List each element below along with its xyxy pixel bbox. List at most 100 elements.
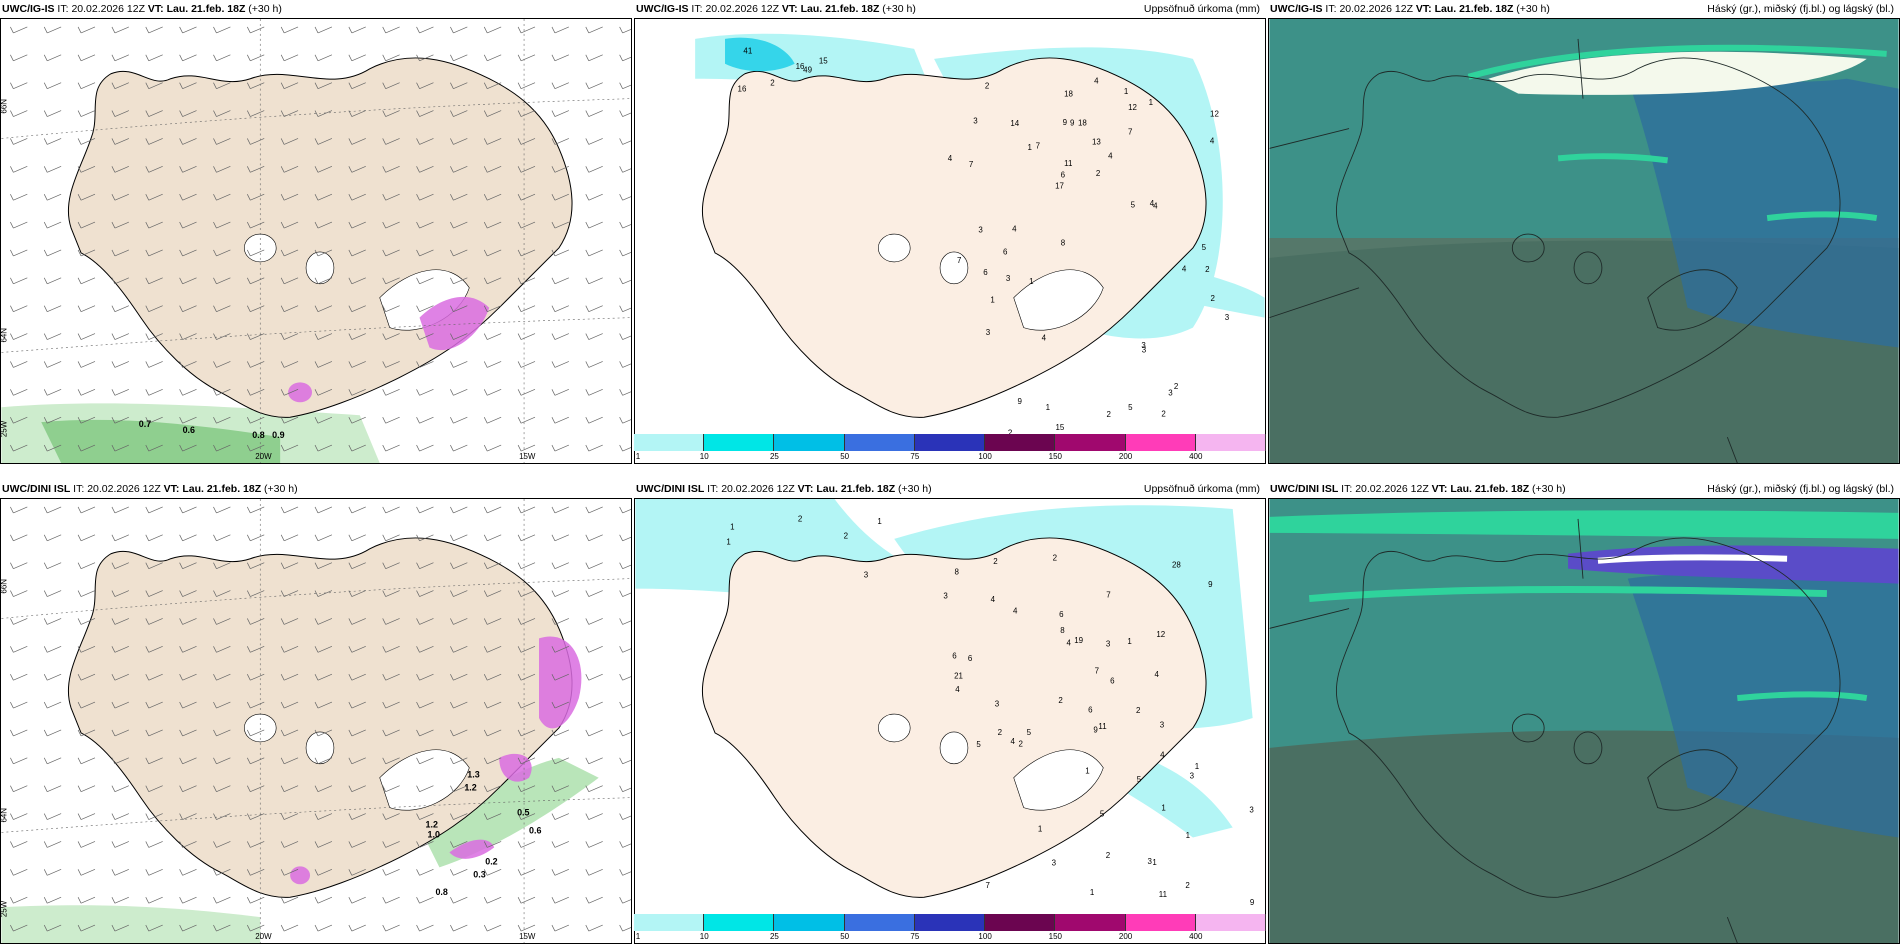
wind-barb [450, 701, 468, 709]
wind-barb [111, 193, 129, 201]
wind-barb [43, 534, 62, 542]
lon-label: 20W [255, 452, 272, 461]
wind-barb [585, 54, 603, 62]
wind-barb [111, 221, 129, 229]
colorbar-tick: 10 [699, 932, 709, 941]
wind-barb [517, 193, 536, 201]
precip-value: 2 [1106, 851, 1111, 860]
wind-barb [179, 82, 197, 90]
wind-barb [280, 138, 299, 145]
lat-label: 66N [0, 579, 8, 594]
wind-barb [450, 193, 468, 201]
wind-barb [77, 82, 96, 90]
wind-barb [517, 361, 536, 368]
wind-barb [619, 26, 631, 34]
wind-barb [179, 841, 197, 848]
precip-value: 2 [993, 557, 998, 566]
precip-value: 6 [1059, 610, 1064, 619]
colorbar-segment [774, 914, 845, 931]
wind-barb [77, 54, 96, 62]
wind-barb [43, 590, 62, 597]
wind-barb [280, 618, 299, 625]
wind-barb [585, 305, 603, 313]
wind-barb [416, 166, 434, 173]
wind-barb [450, 221, 468, 229]
wind-barb [280, 757, 299, 765]
precip-value: 8 [954, 567, 959, 576]
wind-barb [179, 54, 197, 62]
precip-panel-row2: UWC/DINI ISL IT: 20.02.2026 12Z VT: Lau.… [634, 480, 1266, 944]
wind-barb [213, 673, 231, 681]
wind-barb [145, 590, 163, 597]
wind-barb [246, 701, 265, 709]
wind-barb [246, 193, 265, 201]
precip-value: 1 [1090, 888, 1095, 897]
precip-value: 2 [1053, 553, 1058, 562]
wind-barb [179, 416, 197, 424]
precip-value: 1 [1124, 87, 1129, 96]
wind-barb [213, 562, 231, 570]
wind-barb [517, 701, 536, 709]
wind-barb [314, 416, 333, 424]
wind-barb [246, 506, 265, 514]
wind-barb [213, 110, 231, 117]
wind-barb [348, 924, 366, 932]
precip-value: 5 [1202, 243, 1207, 252]
wind-barb [10, 193, 28, 201]
precip-value: 4 [1066, 639, 1071, 648]
precip-value: 4 [1042, 334, 1047, 343]
wind-barb [416, 82, 434, 90]
wind-barb [348, 673, 366, 681]
wind-barb [348, 813, 366, 820]
wind-barb [10, 896, 28, 904]
wind-barb [145, 924, 163, 932]
wind-barb [246, 138, 265, 145]
wind-barb [280, 389, 299, 396]
wind-barb [111, 26, 129, 34]
wind-barb [382, 785, 400, 793]
precip-value: 1 [1186, 831, 1191, 840]
wind-barb [483, 249, 502, 257]
precip-value: 3 [943, 592, 948, 601]
wind-barb [77, 757, 96, 765]
wind-barb [450, 841, 468, 848]
wind-barb [619, 897, 631, 904]
iceland-landmass [701, 537, 1207, 898]
wind-barb [10, 444, 28, 452]
wind-barb [416, 277, 434, 285]
cloud-panel-row2: UWC/DINI ISL IT: 20.02.2026 12Z VT: Lau.… [1268, 480, 1900, 944]
precip-value: 1 [1195, 762, 1200, 771]
wind-barb [280, 701, 299, 709]
precip-value: 3 [1249, 806, 1254, 815]
wind-barb [246, 729, 265, 737]
precip-value: 2 [1008, 429, 1013, 438]
wind-barb [619, 534, 631, 542]
wind-barb [382, 82, 400, 90]
wind-barb [145, 701, 163, 709]
wind-barb [585, 361, 603, 368]
wind-barb [213, 361, 231, 368]
wind-barb [585, 534, 603, 542]
wind-barb [77, 166, 96, 173]
precip-value: 9 [1017, 397, 1022, 406]
wind-barb [280, 166, 299, 173]
colorbar-segment [844, 914, 915, 931]
wind-barb [585, 757, 603, 765]
wind-barb [382, 701, 400, 709]
wind-barb [213, 590, 231, 597]
wind-barb [450, 333, 468, 340]
colorbar-segment [634, 434, 705, 451]
wind-barb [213, 618, 231, 625]
wind-barb [551, 841, 569, 848]
wind-barb [145, 869, 163, 876]
wind-barb [280, 416, 299, 424]
wind-barb [585, 221, 603, 229]
colorbar-tick: 150 [1048, 932, 1063, 941]
wind-barb [145, 138, 163, 145]
wind-barb [348, 729, 366, 737]
colorbar-tick: 400 [1189, 932, 1203, 941]
wind-barb [314, 333, 333, 340]
wind-barb [551, 305, 569, 313]
wind-barb [43, 389, 62, 396]
wind-barb [10, 841, 28, 848]
